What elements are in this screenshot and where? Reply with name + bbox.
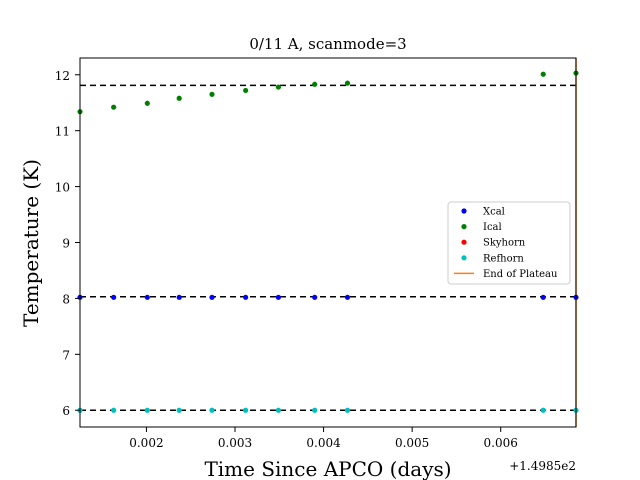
point-refhorn-5 <box>243 407 249 413</box>
x-tick-label-4: 0.006 <box>484 436 518 450</box>
point-refhorn-3 <box>176 407 182 413</box>
point-refhorn-7 <box>312 407 318 413</box>
legend-swatch-xcal <box>461 208 467 214</box>
point-ical-3 <box>176 95 182 101</box>
point-ical-1 <box>111 104 117 110</box>
point-xcal-6 <box>275 294 281 300</box>
y-tick-label-0: 6 <box>62 404 70 418</box>
y-axis: 6 7 8 9 10 11 12 <box>55 69 80 418</box>
legend-swatch-ical <box>461 224 467 230</box>
point-ical-2 <box>144 100 150 106</box>
point-xcal-7 <box>312 294 318 300</box>
y-tick-label-2: 8 <box>62 292 70 306</box>
legend-label-xcal: Xcal <box>483 207 505 218</box>
legend-box <box>447 201 571 285</box>
point-xcal-4 <box>209 294 215 300</box>
legend-label-end-of-plateau: End of Plateau <box>483 269 558 280</box>
data-points <box>77 70 579 413</box>
point-xcal-9 <box>540 294 546 300</box>
y-tick-label-4: 10 <box>55 181 70 195</box>
x-axis-label: Time Since APCO (days) <box>204 457 451 480</box>
point-refhorn-8 <box>344 407 351 413</box>
point-refhorn-6 <box>275 407 281 413</box>
point-ical-9 <box>540 71 546 77</box>
x-axis: 0.002 0.003 0.004 0.005 0.006 <box>129 427 518 450</box>
y-axis-label: Temperature (K) <box>19 159 43 327</box>
point-refhorn-4 <box>209 407 215 413</box>
x-offset-label: +1.4985e2 <box>509 459 576 473</box>
chart-title: 0/11 A, scanmode=3 <box>249 35 406 53</box>
point-xcal-5 <box>243 294 249 300</box>
legend: Xcal Ical Skyhorn Refhorn End of Plateau <box>447 201 571 285</box>
y-tick-label-6: 12 <box>55 69 70 83</box>
point-ical-6 <box>275 84 281 90</box>
point-refhorn-1 <box>111 407 117 413</box>
legend-label-skyhorn: Skyhorn <box>483 238 526 249</box>
x-tick-label-1: 0.003 <box>218 436 252 450</box>
point-ical-7 <box>312 81 318 87</box>
point-ical-5 <box>243 87 249 94</box>
y-tick-label-5: 11 <box>55 125 70 139</box>
point-refhorn-9 <box>540 407 546 413</box>
y-tick-label-1: 7 <box>62 348 70 362</box>
legend-swatch-skyhorn <box>461 239 467 245</box>
point-ical-4 <box>209 91 215 97</box>
point-ical-8 <box>344 80 351 86</box>
x-tick-label-2: 0.004 <box>306 436 341 450</box>
y-tick-label-3: 9 <box>62 237 70 251</box>
point-xcal-8 <box>344 294 351 300</box>
point-refhorn-2 <box>144 407 150 413</box>
x-tick-label-3: 0.005 <box>395 436 429 450</box>
legend-swatch-refhorn <box>461 255 467 261</box>
legend-label-ical: Ical <box>483 222 502 233</box>
x-tick-label-0: 0.002 <box>129 436 163 450</box>
legend-label-refhorn: Refhorn <box>483 253 524 264</box>
point-xcal-2 <box>144 294 150 300</box>
point-xcal-1 <box>111 294 117 300</box>
point-xcal-3 <box>176 294 182 300</box>
